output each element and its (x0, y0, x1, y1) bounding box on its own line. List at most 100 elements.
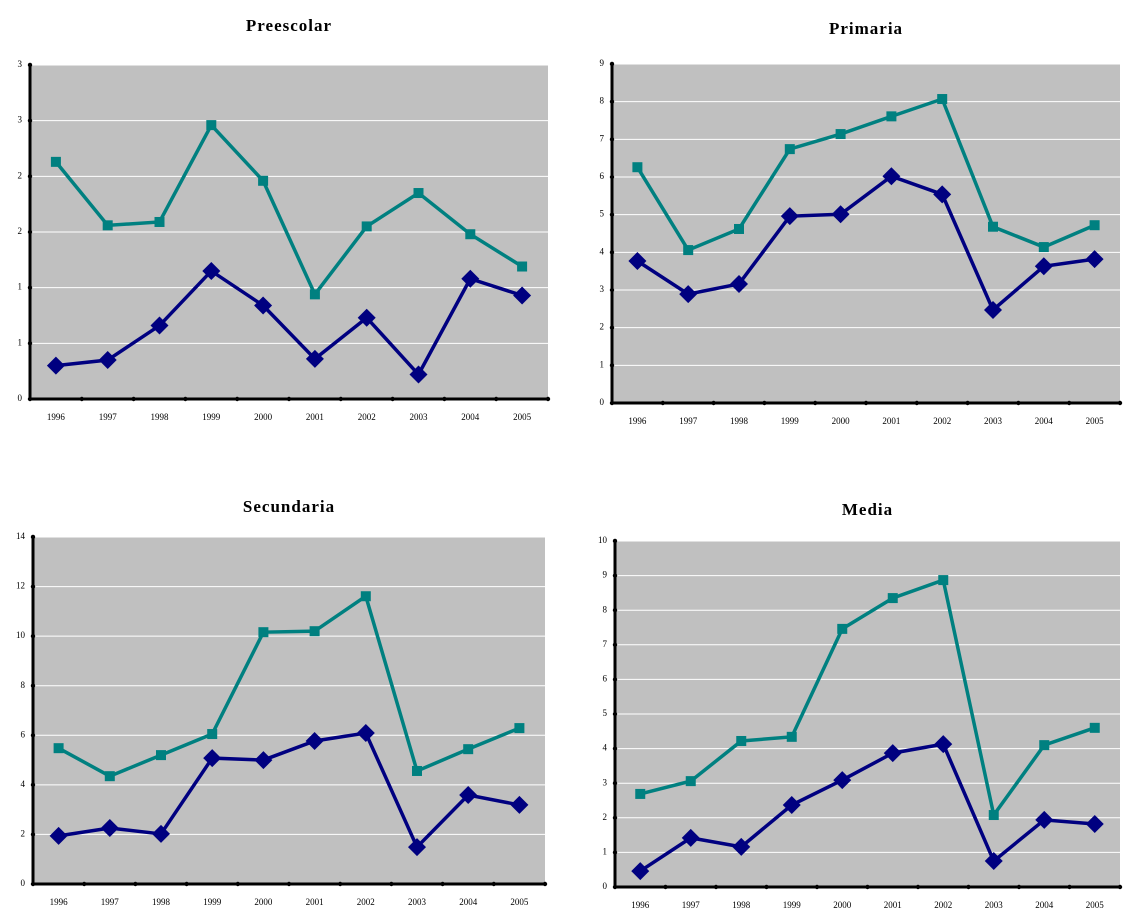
chart-title: Preescolar (246, 16, 332, 35)
marker (984, 300, 1002, 319)
marker (309, 626, 320, 637)
marker (988, 810, 999, 821)
x-tick (440, 881, 445, 887)
y-tick-label: 0 (21, 878, 26, 888)
marker (1085, 815, 1104, 834)
y-tick-label: 8 (603, 604, 608, 614)
chart-title: Media (842, 500, 893, 519)
x-tick (79, 396, 85, 402)
y-tick-label: 3 (603, 777, 608, 787)
y-tick-label: 6 (603, 673, 608, 683)
y-tick-label: 2 (18, 170, 23, 180)
x-tick (660, 400, 665, 406)
x-tick-label: 2002 (934, 900, 952, 910)
x-tick (442, 396, 447, 402)
marker (1035, 810, 1054, 829)
marker (156, 750, 166, 761)
x-tick (390, 396, 395, 402)
marker (1089, 722, 1100, 733)
x-tick (1016, 884, 1022, 890)
marker (459, 786, 478, 805)
marker (631, 862, 650, 881)
series-line (55, 268, 523, 378)
marker (305, 731, 324, 750)
x-tick-label: 1996 (631, 900, 650, 910)
marker (988, 221, 998, 232)
y-tick-label: 9 (603, 570, 608, 580)
marker (463, 744, 474, 755)
y-tick-label: 2 (600, 322, 605, 332)
x-tick-label: 2003 (408, 897, 427, 907)
marker (681, 828, 700, 847)
marker (835, 129, 846, 140)
y-tick-label: 12 (16, 581, 25, 591)
marker (254, 296, 273, 315)
x-tick (764, 884, 769, 890)
marker (517, 261, 528, 272)
series-line (636, 174, 1095, 313)
marker (154, 216, 165, 227)
x-tick (389, 881, 394, 887)
marker (883, 744, 902, 763)
x-tick (82, 881, 87, 887)
marker (150, 316, 169, 335)
x-tick-label: 1999 (783, 900, 802, 910)
x-tick-label: 1999 (203, 897, 222, 907)
x-tick (914, 400, 919, 406)
x-tick (1016, 400, 1021, 406)
y-tick-label: 3 (18, 115, 23, 125)
plot-area (33, 537, 545, 884)
series-line (58, 731, 520, 851)
x-tick-label: 1997 (679, 416, 698, 426)
x-tick-label: 1998 (732, 900, 751, 910)
marker (465, 229, 476, 240)
x-tick-label: 2000 (832, 416, 851, 426)
marker (833, 771, 852, 790)
marker (309, 289, 320, 300)
marker (409, 365, 428, 384)
marker (412, 765, 422, 776)
marker (933, 185, 952, 204)
y-tick-label: 7 (600, 133, 605, 143)
marker (510, 795, 529, 814)
x-tick-label: 2005 (510, 897, 529, 907)
y-tick-label: 6 (21, 729, 26, 739)
marker (1085, 250, 1104, 269)
x-tick-label: 2000 (254, 897, 273, 907)
marker (356, 724, 375, 743)
series-line (639, 577, 1096, 820)
marker (786, 731, 797, 742)
y-tick-label: 1 (18, 282, 23, 292)
x-tick (1067, 884, 1072, 890)
marker (837, 623, 848, 634)
x-tick-label: 1997 (99, 412, 118, 422)
y-tick-label: 0 (603, 881, 608, 891)
marker (984, 852, 1003, 871)
marker (203, 749, 222, 768)
x-tick-label: 2001 (884, 900, 902, 910)
marker (1039, 740, 1050, 751)
marker (831, 205, 850, 224)
x-tick (711, 400, 716, 406)
marker (937, 94, 948, 105)
x-tick-label: 2001 (306, 412, 324, 422)
marker (635, 788, 646, 799)
y-tick-label: 14 (16, 531, 26, 541)
chart-title: Secundaria (243, 497, 335, 516)
series-line (639, 742, 1095, 873)
x-tick-label: 1996 (50, 897, 69, 907)
marker (632, 162, 643, 173)
y-tick-label: 10 (16, 630, 26, 640)
x-tick-label: 2002 (933, 416, 951, 426)
marker (305, 349, 324, 368)
y-tick-label: 5 (600, 209, 605, 219)
marker (683, 245, 694, 256)
y-tick-label: 1 (603, 846, 608, 856)
x-tick (915, 884, 921, 890)
x-tick (813, 400, 818, 406)
x-tick (1117, 884, 1123, 890)
y-tick-label: 2 (18, 226, 23, 236)
y-tick-label: 2 (21, 828, 26, 838)
y-tick-label: 3 (600, 284, 605, 294)
